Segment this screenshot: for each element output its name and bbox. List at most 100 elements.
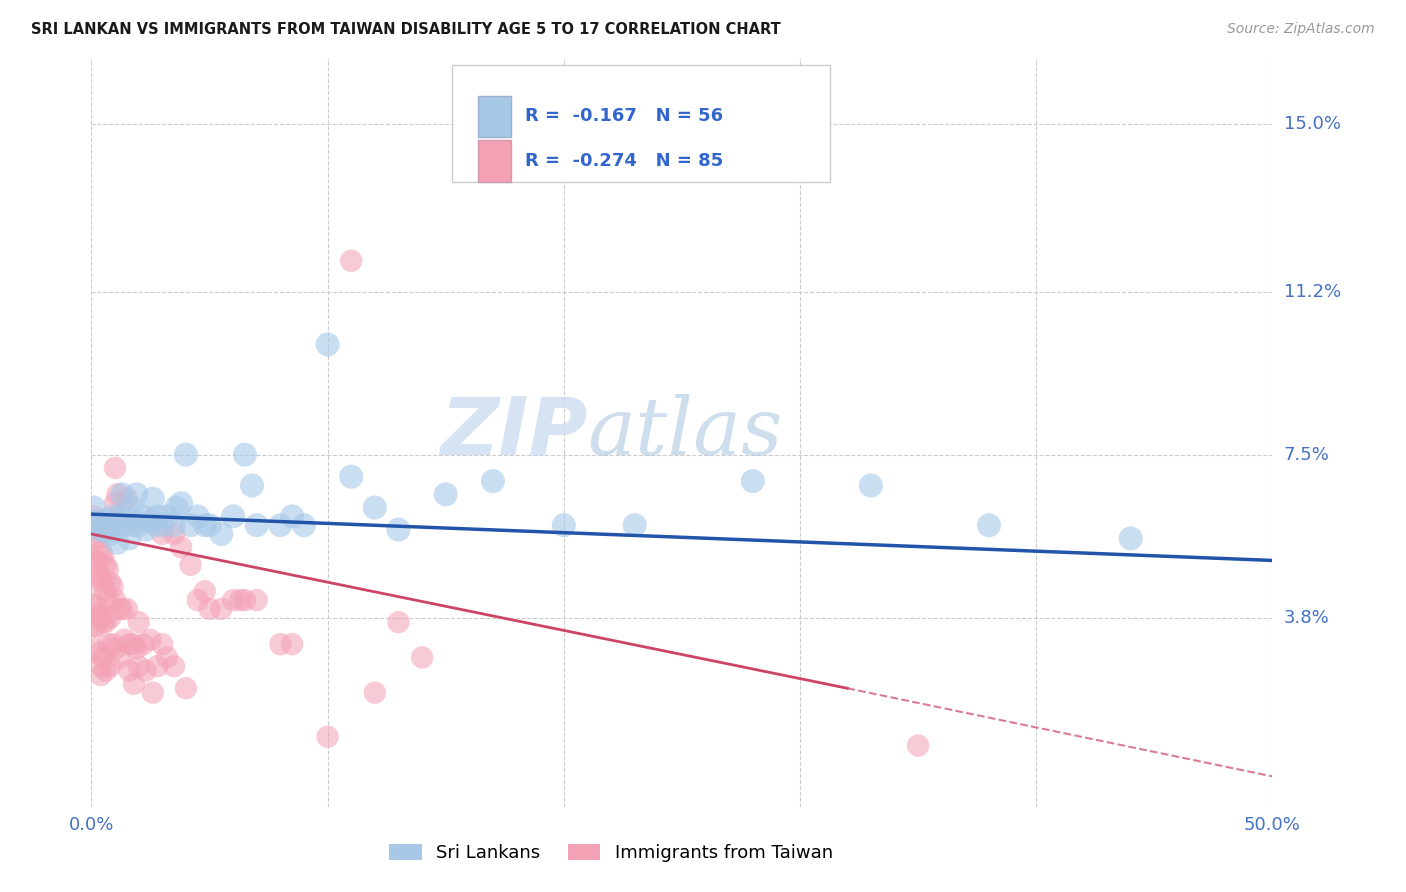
Point: [1119, 532, 1142, 546]
Point: [209, 527, 232, 541]
Point: [84, 553, 107, 567]
Point: [108, 602, 131, 616]
Point: [209, 602, 232, 616]
Point: [411, 650, 433, 665]
Point: [269, 518, 291, 533]
Point: [97, 593, 120, 607]
Point: [115, 518, 138, 533]
Point: [316, 337, 339, 351]
Point: [87, 532, 110, 546]
Point: [364, 500, 387, 515]
Point: [114, 632, 136, 647]
Point: [340, 253, 363, 268]
Point: [111, 487, 134, 501]
Point: [90, 668, 112, 682]
Point: [187, 593, 209, 607]
Point: [118, 664, 141, 678]
Point: [128, 615, 150, 629]
Point: [122, 518, 145, 533]
Point: [115, 602, 138, 616]
Point: [364, 686, 387, 700]
Legend: Sri Lankans, Immigrants from Taiwan: Sri Lankans, Immigrants from Taiwan: [382, 837, 839, 870]
Point: [142, 686, 165, 700]
Point: [101, 637, 124, 651]
Point: [180, 558, 202, 572]
Text: R =  -0.167   N = 56: R = -0.167 N = 56: [524, 107, 723, 126]
Point: [139, 632, 162, 647]
Point: [623, 518, 645, 533]
Point: [387, 615, 409, 629]
Point: [156, 509, 179, 524]
Point: [105, 487, 128, 501]
Point: [83, 619, 105, 633]
Point: [83, 598, 105, 612]
Point: [104, 461, 127, 475]
Text: SRI LANKAN VS IMMIGRANTS FROM TAIWAN DISABILITY AGE 5 TO 17 CORRELATION CHART: SRI LANKAN VS IMMIGRANTS FROM TAIWAN DIS…: [31, 22, 780, 37]
Point: [128, 518, 150, 533]
Point: [94, 664, 117, 678]
Point: [90, 611, 112, 625]
Point: [104, 641, 127, 656]
Point: [156, 650, 179, 665]
Point: [128, 659, 150, 673]
Point: [907, 739, 929, 753]
Point: [222, 509, 245, 524]
Point: [121, 500, 143, 515]
Point: [104, 496, 127, 510]
Text: atlas: atlas: [588, 394, 783, 471]
Point: [246, 593, 269, 607]
Point: [553, 518, 575, 533]
Point: [233, 448, 256, 462]
Point: [187, 509, 209, 524]
Point: [91, 575, 114, 590]
Point: [91, 523, 114, 537]
Point: [87, 562, 110, 576]
Point: [146, 659, 169, 673]
Point: [91, 549, 114, 563]
Point: [125, 487, 148, 501]
FancyBboxPatch shape: [478, 140, 510, 182]
Point: [97, 637, 120, 651]
Point: [122, 677, 145, 691]
Point: [222, 593, 245, 607]
Point: [198, 602, 221, 616]
Text: 7.5%: 7.5%: [1284, 446, 1330, 464]
Point: [316, 730, 339, 744]
Point: [233, 593, 256, 607]
Point: [98, 575, 121, 590]
Point: [91, 650, 114, 665]
Point: [83, 532, 105, 546]
Point: [84, 619, 107, 633]
Point: [87, 607, 110, 621]
Point: [170, 540, 193, 554]
Point: [198, 518, 221, 533]
Point: [115, 491, 138, 506]
Text: R =  -0.274   N = 85: R = -0.274 N = 85: [524, 152, 723, 170]
Point: [170, 496, 193, 510]
Point: [143, 518, 166, 533]
Point: [84, 518, 107, 533]
Point: [98, 659, 121, 673]
Point: [98, 611, 121, 625]
Point: [97, 562, 120, 576]
Point: [84, 514, 107, 528]
Point: [281, 509, 304, 524]
Point: [281, 637, 304, 651]
Point: [859, 478, 882, 492]
Point: [132, 509, 155, 524]
Point: [87, 646, 110, 660]
Point: [174, 448, 197, 462]
Point: [142, 491, 165, 506]
Point: [101, 580, 124, 594]
Point: [180, 518, 202, 533]
Point: [104, 518, 127, 533]
Point: [94, 615, 117, 629]
Text: 15.0%: 15.0%: [1284, 115, 1340, 133]
Point: [91, 615, 114, 629]
Point: [98, 527, 121, 541]
FancyBboxPatch shape: [478, 95, 510, 137]
Point: [194, 584, 217, 599]
Point: [114, 518, 136, 533]
Point: [94, 558, 117, 572]
Point: [83, 575, 105, 590]
